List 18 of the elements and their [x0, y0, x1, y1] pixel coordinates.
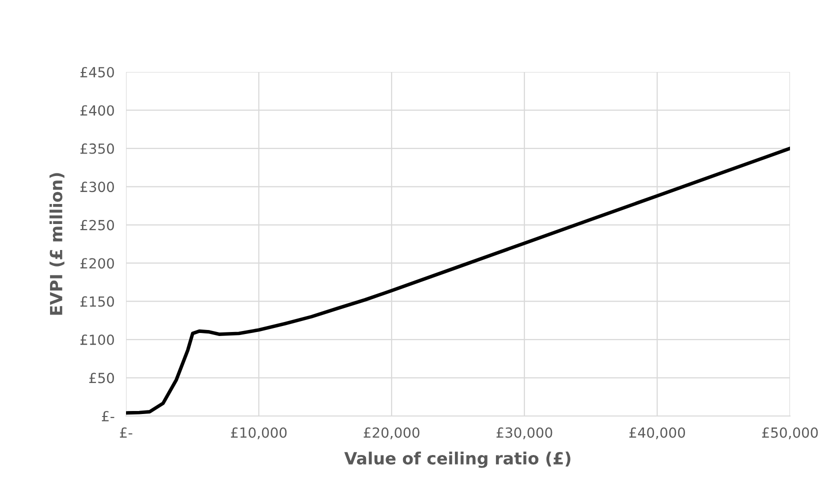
- y-tick-label: £200: [80, 258, 114, 269]
- x-tick-label: £30,000: [496, 427, 552, 440]
- y-tick-label: £150: [80, 296, 114, 307]
- y-tick-label: £400: [80, 105, 114, 116]
- y-tick-label: £350: [80, 143, 114, 154]
- x-tick-label: £-: [120, 427, 132, 438]
- y-tick-label: £100: [80, 334, 114, 346]
- y-tick-label: £450: [80, 66, 114, 78]
- x-tick-label: £40,000: [629, 427, 685, 440]
- y-tick-label: £-: [102, 410, 114, 422]
- y-axis-title: EVPI (£ million): [50, 173, 64, 315]
- y-tick-label: £250: [80, 220, 114, 230]
- y-tick-label: £300: [80, 182, 114, 192]
- x-tick-label: £10,000: [230, 427, 287, 440]
- y-tick-label: £50: [89, 372, 114, 384]
- x-tick-label: £50,000: [762, 427, 818, 440]
- x-axis-title: Value of ceiling ratio (£): [344, 452, 570, 468]
- x-tick-label: £20,000: [364, 427, 420, 440]
